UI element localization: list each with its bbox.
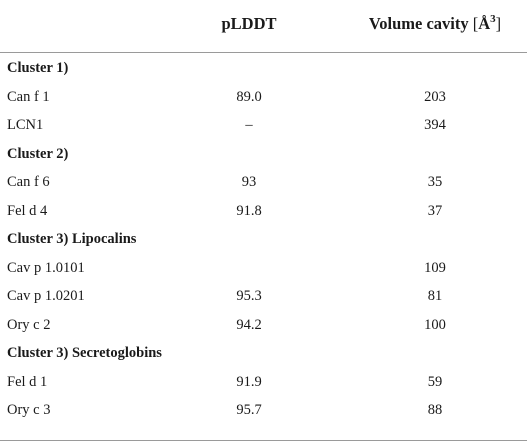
header-plddt: pLDDT xyxy=(221,14,277,33)
plddt-value: 95.7 xyxy=(236,402,262,418)
allergen-name: Ory c 3 xyxy=(7,402,51,418)
table-row: LCN1 – 394 xyxy=(0,111,527,140)
plddt-value: 95.3 xyxy=(236,288,262,304)
plddt-value: 91.9 xyxy=(236,373,262,390)
volume-value: 37 xyxy=(427,202,443,219)
plddt-value: 91.8 xyxy=(236,202,262,219)
allergen-name: Fel d 1 xyxy=(7,373,48,390)
table-row: Can f 6 93 35 xyxy=(0,168,527,197)
header-divider xyxy=(0,52,527,53)
plddt-value: – xyxy=(245,117,253,133)
allergen-name: Fel d 4 xyxy=(7,202,48,219)
allergen-name: Can f 1 xyxy=(7,88,50,105)
bottom-divider xyxy=(0,440,527,441)
allergen-name: Cav p 1.0201 xyxy=(7,288,85,304)
header-volume-text: Volume cavity xyxy=(368,14,473,33)
cluster-heading-row: Cluster 1) xyxy=(0,54,527,83)
table-body: Cluster 1) Can f 1 89.0 203 LCN1 – 394 Cluster … xyxy=(0,54,527,425)
cluster-label: Cluster 3) Lipocalins xyxy=(7,231,137,247)
header-volume-cavity: Volume cavity [Å3] xyxy=(350,4,520,44)
cluster-heading-row: Cluster 2) xyxy=(0,140,527,169)
allergen-name: Ory c 2 xyxy=(7,316,51,333)
table-row: Can f 1 89.0 203 xyxy=(0,83,527,112)
allergen-name: LCN1 xyxy=(7,117,44,133)
volume-value: 81 xyxy=(427,288,443,304)
volume-value: 394 xyxy=(424,117,446,133)
table-row: Fel d 1 91.9 59 xyxy=(0,368,527,397)
volume-value: 88 xyxy=(427,402,443,418)
volume-value: 109 xyxy=(424,259,446,276)
cluster-heading-row: Cluster 3) Lipocalins xyxy=(0,225,527,254)
cluster-label: Cluster 2) xyxy=(7,145,69,162)
volume-value: 203 xyxy=(424,88,446,105)
table-row: Cav p 1.0101 109 xyxy=(0,254,527,283)
header-volume-unit: Å xyxy=(478,14,491,33)
header-volume-close-bracket: ] xyxy=(495,14,502,33)
table-row: Ory c 2 94.2 100 xyxy=(0,311,527,340)
cluster-heading-row: Cluster 3) Secretoglobins xyxy=(0,339,527,368)
volume-value: 59 xyxy=(427,373,443,390)
header-volume-open-bracket: [ xyxy=(472,14,479,33)
cluster-label: Cluster 1) xyxy=(7,60,69,76)
plddt-value: 89.0 xyxy=(236,88,262,105)
volume-value: 35 xyxy=(427,174,443,190)
table-row: Ory c 3 95.7 88 xyxy=(0,396,527,425)
table-row: Cav p 1.0201 95.3 81 xyxy=(0,282,527,311)
allergen-name: Can f 6 xyxy=(7,174,50,190)
cluster-label: Cluster 3) Secretoglobins xyxy=(7,345,162,361)
plddt-value: 94.2 xyxy=(236,316,262,333)
header-volume-exponent: 3 xyxy=(490,13,496,25)
allergen-name: Cav p 1.0101 xyxy=(7,259,85,276)
volume-value: 100 xyxy=(424,316,446,333)
plddt-value: 93 xyxy=(241,174,257,190)
table-row: Fel d 4 91.8 37 xyxy=(0,197,527,226)
